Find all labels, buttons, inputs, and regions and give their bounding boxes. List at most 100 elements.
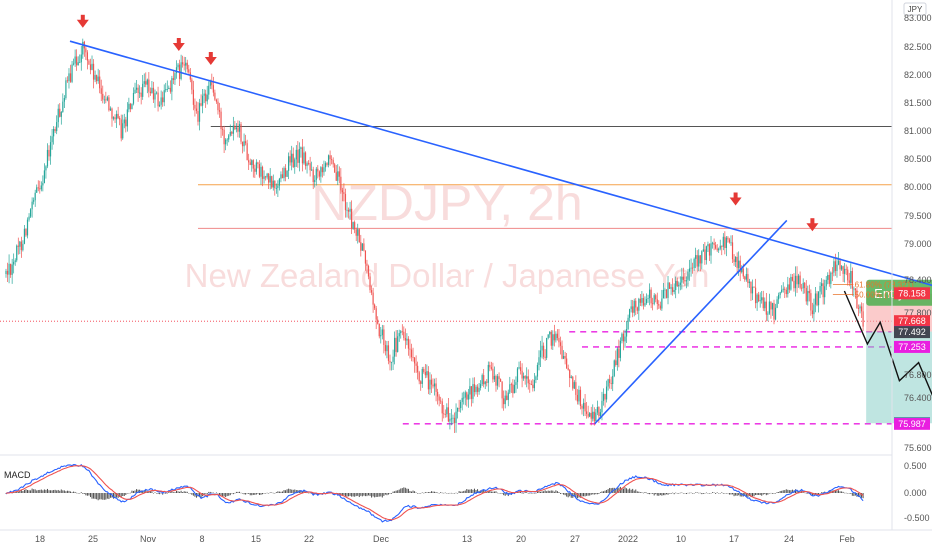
macd-histogram-bar [839,491,841,493]
candle-body [234,125,236,130]
candle-body [768,301,770,314]
macd-histogram-bar [352,493,354,497]
candle-body [833,261,835,273]
macd-histogram-bar [463,490,465,493]
candle-body [433,383,436,387]
candle-body [848,280,850,283]
candle-body [114,117,116,120]
macd-histogram-bar [351,493,353,497]
candle-body [275,187,277,189]
candle-body [762,297,764,309]
candle-body [321,167,324,173]
macd-histogram-bar [300,490,302,493]
candle-body [103,99,105,101]
y-axis[interactable]: 83.000 82.500 82.000 81.500 81.000 80.500 80.0… [904,13,932,453]
candle-body [612,375,614,385]
y-tick-label: 80.500 [904,154,932,164]
candle-body [638,298,640,311]
candle-body [240,124,242,142]
macd-histogram-bar [546,491,548,493]
macd-histogram-bar [530,493,532,494]
candle-body [17,245,19,247]
macd-histogram-bar [205,493,207,494]
candle-body [292,153,294,168]
candle-body [704,249,706,261]
macd-histogram-bar [389,493,391,494]
macd-histogram-bar [23,489,25,493]
down-arrow-icon-stem [176,38,181,44]
candle-body [750,281,752,294]
candle-body [469,386,471,395]
trendline-ascending-support [594,219,788,425]
candle-body [599,412,602,417]
macd-histogram-bar [434,491,436,493]
candle-body [171,78,173,92]
macd-histogram-bar [76,492,78,494]
watermark-name: New Zealand Dollar / Japanese Yen [185,257,710,294]
candle-body [335,172,337,181]
trendlines[interactable] [69,40,932,425]
macd-histogram-bar [208,491,210,493]
candle-body [106,97,108,101]
projection-path[interactable] [843,290,932,423]
macd-histogram-bar [113,493,115,499]
candle-body [607,379,609,387]
macd-histogram-bar [646,492,648,494]
candle-body [693,258,695,268]
candle-body [711,242,714,244]
candle-body [361,243,363,251]
macd-histogram-bar [759,493,761,496]
macd-histogram-bar [745,493,747,497]
candle-body [741,268,743,273]
macd-histogram-bar [624,487,626,493]
x-axis[interactable]: 18 25 Nov 8 15 22 Dec 13 20 27 2022 10 17 24 Feb [35,534,855,544]
macd-histogram-bar [383,493,385,496]
candle-body [856,290,858,309]
candle-body [713,242,715,246]
candle-body [437,391,439,397]
candle-body [828,274,830,284]
candle-body [641,298,643,303]
candle-body [369,276,371,291]
macd-histogram-bar [667,493,669,495]
macd-histogram-bar [45,489,47,493]
candle-body [168,87,170,90]
candle-body [526,376,528,379]
candle-body [802,282,804,289]
macd-histogram-bar [701,493,703,495]
macd-histogram-bar [341,493,343,496]
candle-body [731,242,734,260]
candle-body [667,282,669,298]
macd-histogram-bar [86,493,88,496]
macd-histogram-bar [489,490,491,493]
macd-histogram-bar [427,492,429,493]
candle-body [509,384,511,393]
macd-histogram-bar [596,493,598,495]
macd-histogram-bar [209,491,211,493]
macd-histogram-bar [254,493,256,495]
candle-body [341,190,343,193]
candle-body [478,387,480,392]
candle-body [799,275,801,288]
candle-body [258,164,261,177]
macd-histogram-bar [65,491,67,493]
macd-histogram-bar [391,493,393,494]
candle-body [510,384,512,386]
macd-histogram-bar [212,492,214,494]
candle-body [784,288,786,290]
candle-body [395,337,397,352]
candle-body [521,370,523,379]
candle-body [824,286,826,298]
candle-body [344,193,347,211]
macd-histogram-bar [672,492,674,494]
currency-label-box[interactable] [903,2,927,16]
macd-histogram-bar [848,493,850,494]
candle-body [115,113,118,120]
macd-histogram-bar [773,493,775,494]
y-tick-label: 79.000 [904,239,932,249]
macd-histogram-bar [687,492,689,494]
macd-histogram-bar [355,493,357,497]
macd-histogram-bar [346,493,348,497]
macd-histogram-bar [727,493,729,494]
